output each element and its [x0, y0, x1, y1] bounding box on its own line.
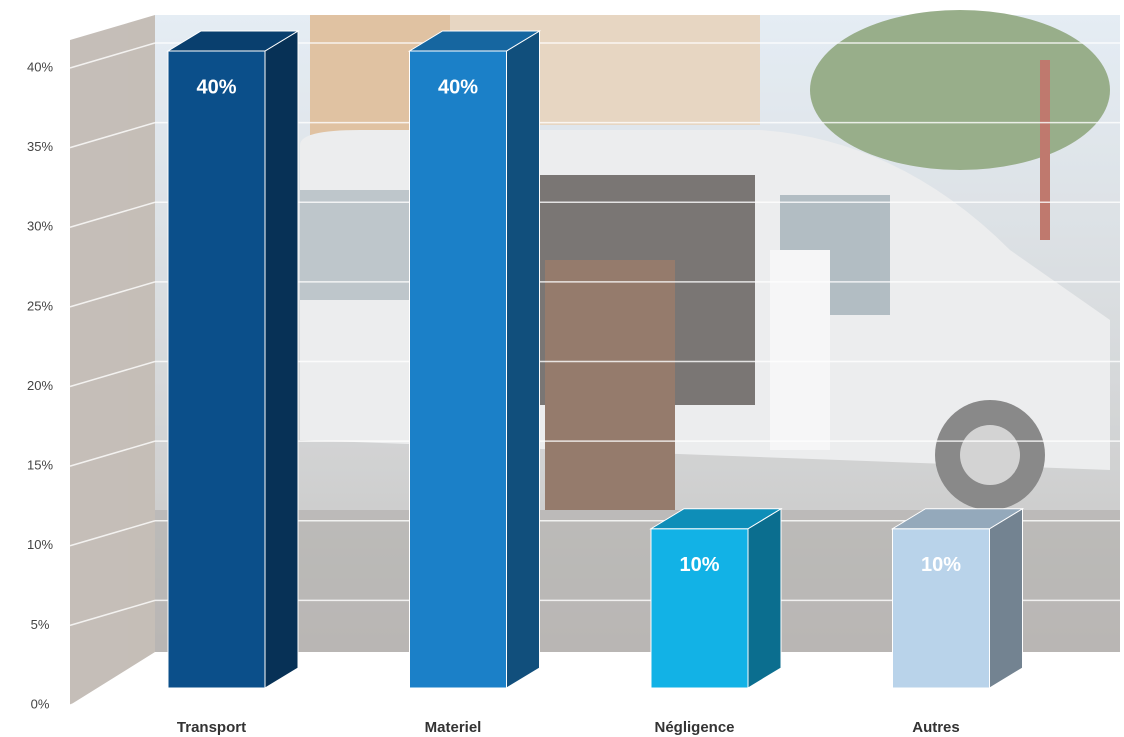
- y-tick-label: 15%: [27, 458, 53, 473]
- value-label: 10%: [679, 554, 719, 576]
- y-tick-label: 10%: [27, 537, 53, 552]
- y-tick-label: 25%: [27, 298, 53, 313]
- y-tick-label: 35%: [27, 139, 53, 154]
- chart: 0% 5% 10% 15% 20% 25% 30% 35% 40% Transport 40% Mat…: [0, 0, 1124, 737]
- bar-side: [265, 31, 298, 688]
- bar-side: [507, 31, 540, 688]
- y-tick-label: 0%: [31, 696, 50, 711]
- bar: [410, 51, 507, 688]
- y-tick-label: 40%: [27, 59, 53, 74]
- bar: [893, 529, 990, 688]
- value-label: 40%: [196, 76, 236, 98]
- value-label: 10%: [921, 554, 961, 576]
- bar-side: [990, 509, 1023, 688]
- x-tick-label: Transport: [177, 719, 246, 736]
- y-tick-label: 5%: [31, 617, 50, 632]
- y-tick-label: 30%: [27, 219, 53, 234]
- x-tick-label: Négligence: [654, 719, 734, 736]
- y-tick-label: 20%: [27, 378, 53, 393]
- x-tick-label: Materiel: [425, 719, 482, 736]
- x-tick-label: Autres: [912, 719, 960, 736]
- bar: [651, 529, 748, 688]
- value-label: 40%: [438, 76, 478, 98]
- bar: [168, 51, 265, 688]
- bar-side: [748, 509, 781, 688]
